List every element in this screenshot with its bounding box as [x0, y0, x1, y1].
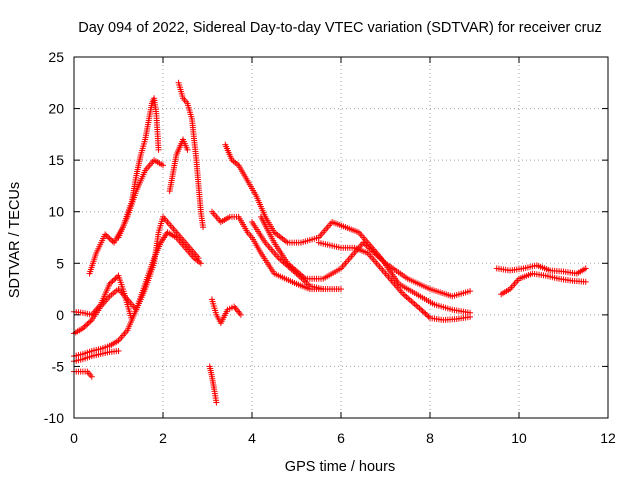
- data-point-marker: [422, 310, 429, 317]
- data-point-marker: [115, 347, 122, 354]
- data-point-marker: [128, 317, 135, 324]
- data-point-marker: [106, 235, 113, 242]
- data-point-marker: [103, 232, 110, 239]
- data-point-marker: [425, 313, 432, 320]
- data-point-marker: [195, 255, 202, 262]
- data-point-marker: [213, 399, 220, 406]
- data-point-marker: [85, 319, 92, 326]
- x-tick-label: 2: [159, 430, 167, 446]
- data-point-marker: [108, 236, 115, 243]
- data-point-marker: [109, 238, 116, 245]
- grid-layer: [74, 57, 608, 418]
- y-tick-label: 5: [56, 255, 64, 271]
- data-point-marker: [200, 224, 207, 231]
- x-tick-label: 10: [511, 430, 527, 446]
- y-tick-label: -5: [52, 358, 65, 374]
- data-point-marker: [197, 260, 204, 267]
- chart-title: Day 094 of 2022, Sidereal Day-to-day VTE…: [78, 20, 602, 36]
- data-point-marker: [82, 322, 89, 329]
- data-point-marker: [363, 242, 370, 249]
- data-point-marker: [582, 278, 589, 285]
- data-point-marker: [421, 309, 428, 316]
- data-point-marker: [467, 313, 474, 320]
- data-point-marker: [112, 275, 119, 282]
- data-point-marker: [108, 279, 115, 286]
- data-point-marker: [102, 231, 109, 238]
- y-tick-label: 10: [48, 204, 64, 220]
- data-point-marker: [155, 146, 162, 153]
- data-point-marker: [365, 244, 372, 251]
- y-tick-label: -10: [44, 410, 64, 426]
- data-point-marker: [111, 276, 118, 283]
- data-point-marker: [467, 288, 474, 295]
- data-point-marker: [418, 306, 425, 313]
- data-point-marker: [105, 234, 112, 241]
- y-tick-label: 15: [48, 152, 64, 168]
- data-point-marker: [84, 321, 91, 328]
- data-point-marker: [106, 280, 113, 287]
- data-point-marker: [419, 308, 426, 315]
- data-point-marker: [160, 162, 166, 169]
- data-point-marker: [338, 286, 344, 293]
- data-point-marker: [81, 323, 88, 330]
- x-tick-label: 4: [248, 430, 256, 446]
- data-point-marker: [87, 318, 94, 325]
- data-point-marker: [582, 265, 589, 272]
- x-tick-label: 8: [426, 430, 434, 446]
- x-axis-title: GPS time / hours: [285, 459, 395, 475]
- data-point-marker: [88, 373, 95, 380]
- x-tick-label: 6: [337, 430, 345, 446]
- y-tick-label: 20: [48, 101, 64, 117]
- y-tick-label: 0: [56, 307, 64, 323]
- data-points: [71, 79, 589, 406]
- data-point-marker: [79, 325, 86, 332]
- y-axis-title: SDTVAR / TECUs: [7, 182, 23, 298]
- data-point-marker: [237, 311, 244, 318]
- tick-marks: [73, 56, 609, 419]
- data-point-marker: [424, 312, 431, 319]
- tick-labels: 0 2 4 6 8 10 12 -10 -5 0 5 10 15 20 25: [44, 49, 616, 446]
- data-point-marker: [184, 146, 191, 153]
- x-tick-label: 12: [600, 430, 616, 446]
- x-tick-label: 0: [70, 430, 78, 446]
- data-point-marker: [109, 278, 116, 285]
- y-tick-label: 25: [48, 49, 64, 65]
